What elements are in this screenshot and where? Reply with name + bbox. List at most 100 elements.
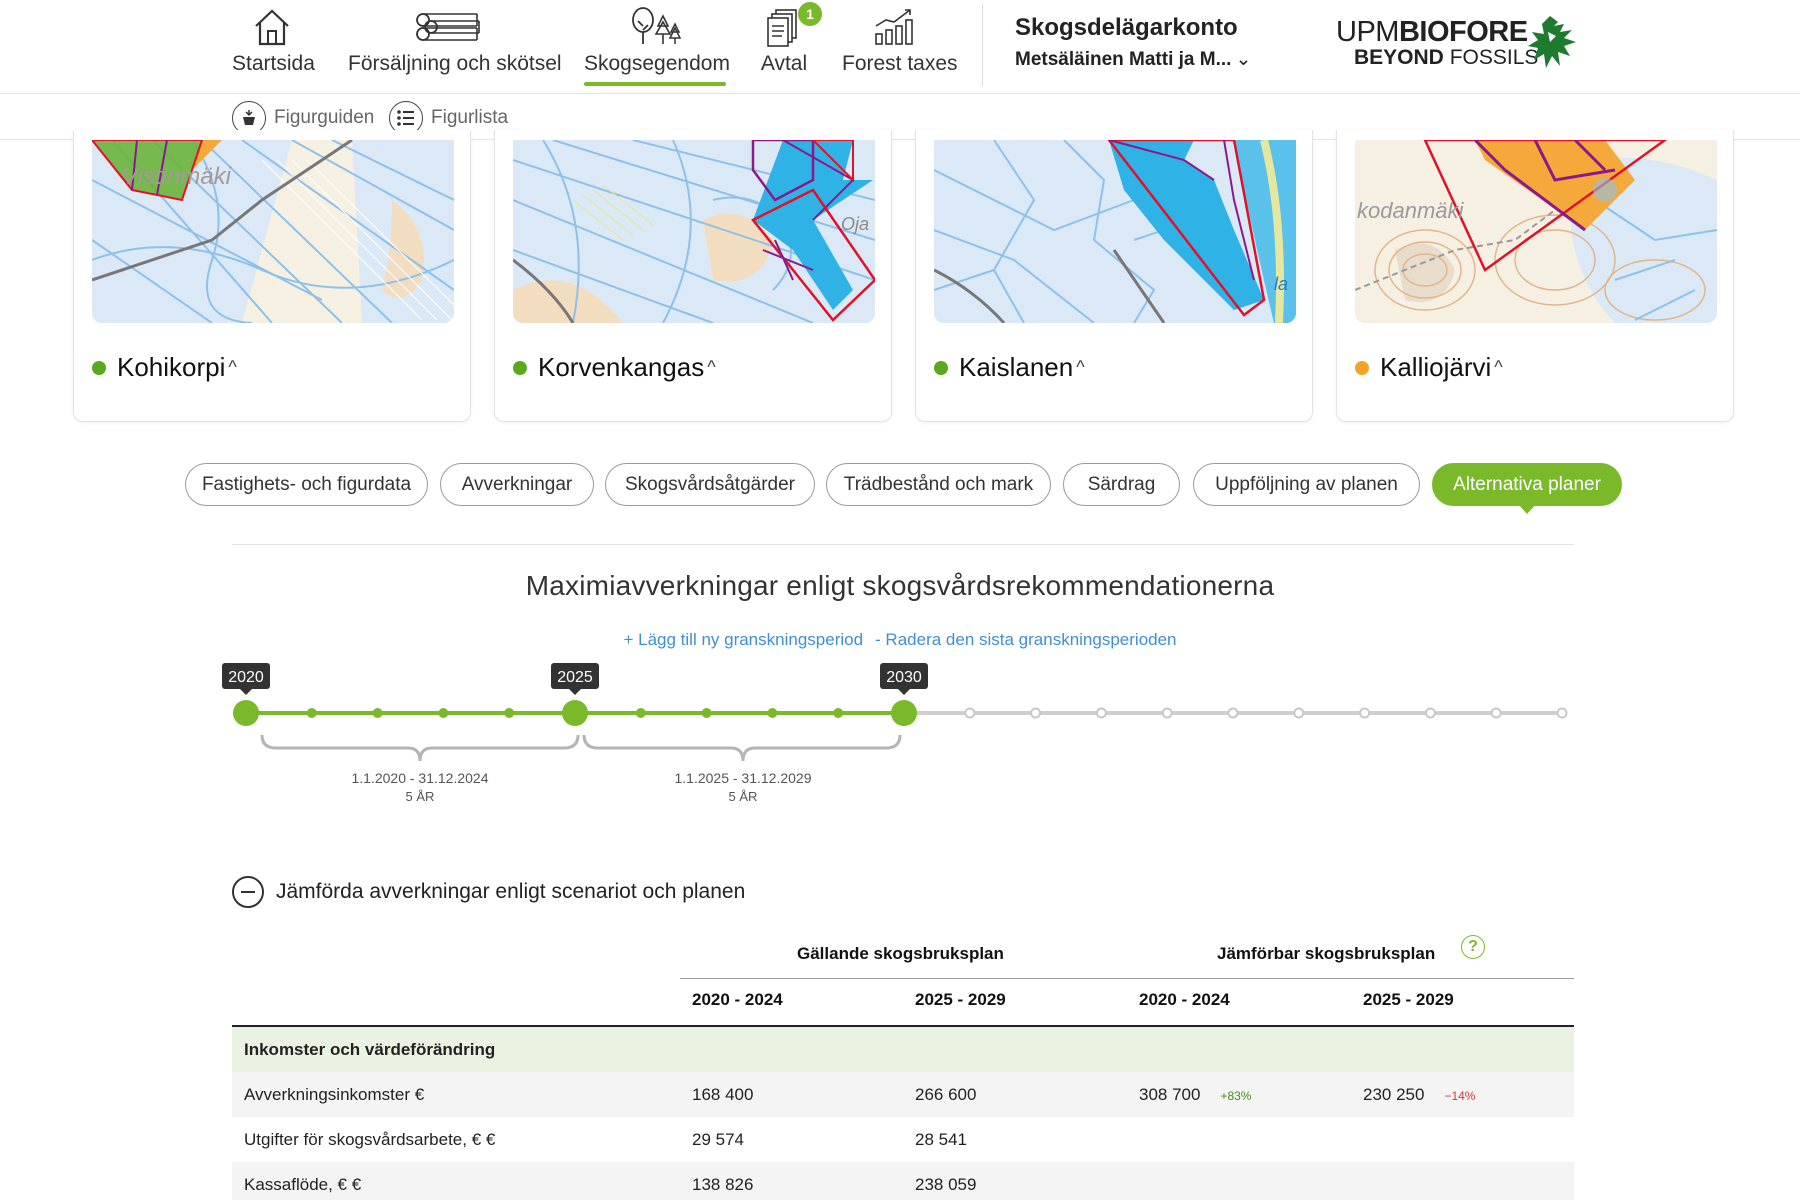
period-1-range: 1.1.2020 - 31.12.2024 [351,770,488,786]
period-header: 2025 - 2029 [915,990,1006,1009]
property-name: Kaislanen [959,352,1074,382]
property-name: Kohikorpi [117,352,226,382]
nav-divider [982,4,983,86]
logo-line1: UPMBIOFORE [1336,16,1528,48]
map-image: Oja [513,140,875,323]
property-map[interactable]: la [934,140,1296,323]
nav-label: Försäljning och skötsel [348,52,562,75]
property-card-kohikorpi[interactable]: Vistinmäki Kohikorpi ^ [73,130,471,422]
cell-value-with-delta: 230 250 −14% [1363,1085,1476,1104]
remove-review-period-link[interactable]: - Radera den sista granskningsperioden [875,630,1177,649]
table-row: Avverkningsinkomster € 168 400 266 600 3… [232,1072,1574,1117]
trees-icon [632,7,682,44]
svg-text:2020: 2020 [228,669,264,686]
delta-positive: +83% [1220,1089,1252,1103]
map-image: la [934,140,1296,323]
timeline-title: Maximiavverkningar enligt skogsvårdsreko… [525,570,1275,601]
property-card-kaislanen[interactable]: la Kaislanen ^ [915,130,1313,422]
help-icon[interactable]: ? [1461,935,1485,959]
chevron-up-icon: ^ [1076,357,1085,377]
status-dot [92,360,106,375]
account-title: Skogsdelägarkonto [1015,14,1238,41]
nav-forest-taxes[interactable]: Forest taxes [842,4,958,76]
property-name: Kalliojärvi [1380,352,1492,382]
row-label: Utgifter för skogsvårdsarbete, € € [244,1130,496,1149]
property-title[interactable]: Kaislanen ^ [934,352,1085,383]
nav-label: Avtal [760,52,808,75]
nav-skogsegendom[interactable]: Skogsegendom [584,4,730,86]
period-header: 2020 - 2024 [1139,990,1230,1009]
chevron-up-icon: ^ [1494,357,1503,377]
group-header-comparable: Jämförbar skogsbruksplan [1217,944,1436,963]
tab-avverkningar[interactable]: Avverkningar [440,463,594,506]
header-divider [232,1025,1574,1027]
active-tab-pointer [1518,504,1536,514]
tab-uppfoljning-av-planen[interactable]: Uppföljning av planen [1193,463,1420,506]
cell-value: 28 541 [915,1130,967,1149]
upm-biofore-logo[interactable]: UPMBIOFORE BEYOND FOSSILS [1336,12,1580,72]
period-timeline[interactable]: 2020 2025 2030 1.1.2020 - 31.12.2024 5 Å… [0,655,1800,815]
notification-badge: 1 [798,2,822,26]
period-2-length: 5 ÅR [729,789,758,804]
chevron-up-icon: ^ [228,357,237,377]
house-icon [255,9,289,46]
milestone-2020[interactable]: 2020 [222,663,270,726]
group-divider [680,978,1574,979]
property-title[interactable]: Kalliojärvi ^ [1355,352,1503,383]
figure-list-label: Figurlista [431,107,509,128]
period-2-range: 1.1.2025 - 31.12.2029 [674,770,811,786]
svg-text:Oja: Oja [841,214,869,234]
property-card-korvenkangas[interactable]: Oja Korvenkangas ^ [494,130,892,422]
delta-negative: −14% [1444,1089,1476,1103]
nav-startsida[interactable]: Startsida [232,4,315,76]
nav-label: Forest taxes [842,52,958,75]
status-dot [934,360,948,375]
map-image: kodanmäki [1355,140,1717,323]
period-1-length: 5 ÅR [406,789,435,804]
logs-icon [416,13,480,41]
cell-value: 238 059 [915,1175,977,1194]
period-brace-2 [582,734,902,762]
tab-alternativa-planer[interactable]: Alternativa planer [1432,463,1622,514]
figure-guide-label: Figurguiden [274,107,375,128]
tab-fastighets-och-figurdata[interactable]: Fastighets- och figurdata [185,463,428,506]
top-navigation: Startsida Försäljning och skötsel Skogse… [0,0,1800,94]
property-title[interactable]: Korvenkangas ^ [513,352,716,383]
table-section-row: Inkomster och värdeförändring [232,1027,1574,1072]
table-row: Kassaflöde, € € 138 826 238 059 [232,1162,1574,1200]
nav-label: Startsida [232,52,315,75]
account-user-dropdown[interactable]: Metsäläinen Matti ja M... ⌄ [1015,48,1251,71]
comparison-toggle[interactable]: Jämförda avverkningar enligt scenariot o… [232,876,745,908]
logo-line2: BEYOND FOSSILS [1354,46,1539,69]
nav-forsaljning[interactable]: Försäljning och skötsel [348,4,562,76]
nav-avtal[interactable]: 1 Avtal [758,2,822,76]
row-label: Avverkningsinkomster € [244,1085,425,1104]
cell-value: 29 574 [692,1130,744,1149]
svg-text:2030: 2030 [886,669,922,686]
add-review-period-link[interactable]: + Lägg till ny granskningsperiod [623,630,864,649]
svg-text:kodanmäki: kodanmäki [1357,198,1465,223]
milestone-2025[interactable]: 2025 [551,663,599,726]
chart-icon [875,9,913,45]
documents-icon [767,9,797,47]
collapse-icon [232,876,264,908]
tab-sardrag[interactable]: Särdrag [1063,463,1180,506]
status-dot [1355,360,1369,375]
property-card-kalliojarvi[interactable]: kodanmäki Kalliojärvi ^ [1336,130,1734,422]
chevron-down-icon: ⌄ [1235,49,1252,70]
timeline-ticks [306,707,1568,719]
property-map[interactable]: Oja [513,140,875,323]
comparison-title: Jämförda avverkningar enligt scenariot o… [276,880,746,903]
section-label: Inkomster och värdeförändring [244,1040,496,1059]
tab-skogsvardsatgarder[interactable]: Skogsvårdsåtgärder [605,463,815,506]
period-header: 2025 - 2029 [1363,990,1454,1009]
table-row: Utgifter för skogsvårdsarbete, € € 29 57… [232,1117,1574,1162]
property-name: Korvenkangas [538,352,705,382]
property-map[interactable]: kodanmäki [1355,140,1717,323]
milestone-2030[interactable]: 2030 [880,663,928,726]
property-map[interactable]: Vistinmäki [92,140,454,323]
property-title[interactable]: Kohikorpi ^ [92,352,237,383]
svg-text:2025: 2025 [557,669,593,686]
cell-value-with-delta: 308 700 +83% [1139,1085,1252,1104]
tab-tradbestand-och-mark[interactable]: Trädbestånd och mark [826,463,1051,506]
